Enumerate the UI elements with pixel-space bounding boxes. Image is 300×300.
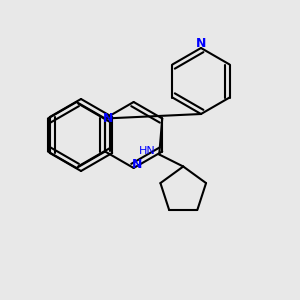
Text: N: N: [103, 112, 113, 125]
Text: N: N: [131, 158, 142, 172]
Text: HN: HN: [139, 146, 156, 157]
Text: N: N: [196, 37, 206, 50]
